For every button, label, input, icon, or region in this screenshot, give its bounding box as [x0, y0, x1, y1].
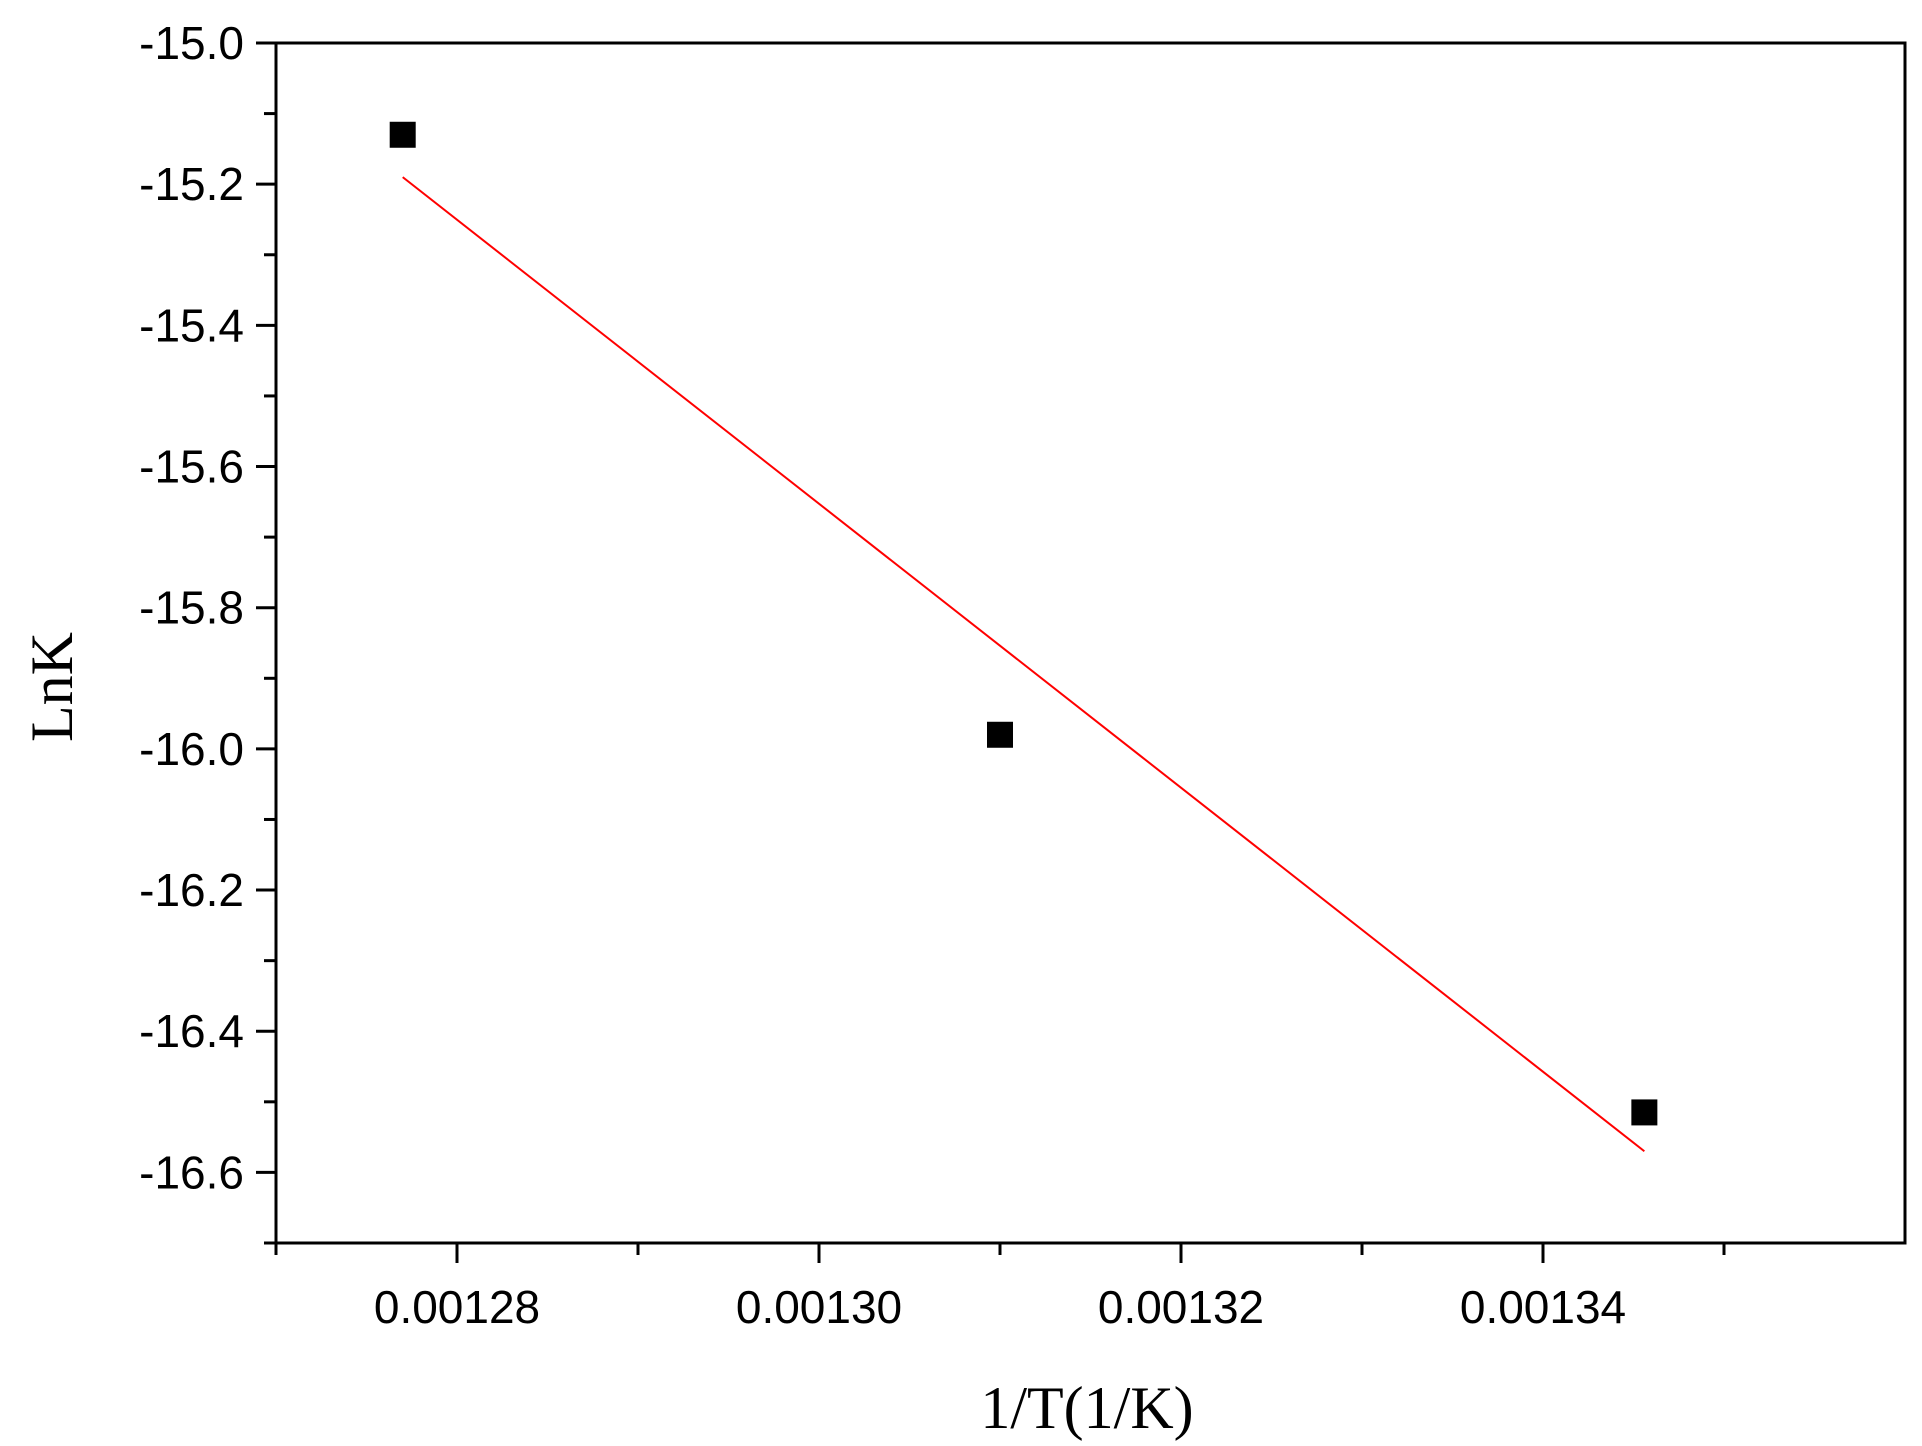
- data-point: [987, 721, 1013, 748]
- y-tick-label: -16.4: [139, 1005, 244, 1057]
- fit-line-layer: [402, 176, 1645, 1153]
- y-tick-label: -16.0: [139, 723, 244, 775]
- y-tick-label: -16.6: [139, 1146, 244, 1198]
- data-point: [389, 121, 416, 148]
- data-points-layer: [389, 121, 1658, 1126]
- fit-line: [402, 176, 1645, 1153]
- x-tick-label: 0.00130: [736, 1281, 902, 1333]
- y-tick-label: -15.6: [139, 441, 244, 493]
- y-tick-label: -15.8: [139, 582, 244, 634]
- y-tick-label: -15.4: [139, 299, 244, 351]
- x-axis: 0.00128 0.00130 0.00132 0.00134: [274, 1243, 1726, 1333]
- plot-area: [274, 41, 1907, 1245]
- plot-border: [274, 41, 1907, 1245]
- x-tick-label: 0.00128: [374, 1281, 540, 1333]
- y-axis-title: LnK: [19, 632, 85, 742]
- y-axis: -15.0 -15.2 -15.4 -15.6 -15.8 -16.0 -16.2 -16.4…: [139, 17, 276, 1245]
- y-tick-label: -16.2: [139, 864, 244, 916]
- x-tick-label: 0.00134: [1460, 1281, 1626, 1333]
- data-point: [1631, 1099, 1658, 1126]
- y-tick-label: -15.0: [139, 17, 244, 69]
- y-tick-label: -15.2: [139, 158, 244, 210]
- x-axis-title: 1/T(1/K): [980, 1375, 1193, 1441]
- x-tick-label: 0.00132: [1098, 1281, 1264, 1333]
